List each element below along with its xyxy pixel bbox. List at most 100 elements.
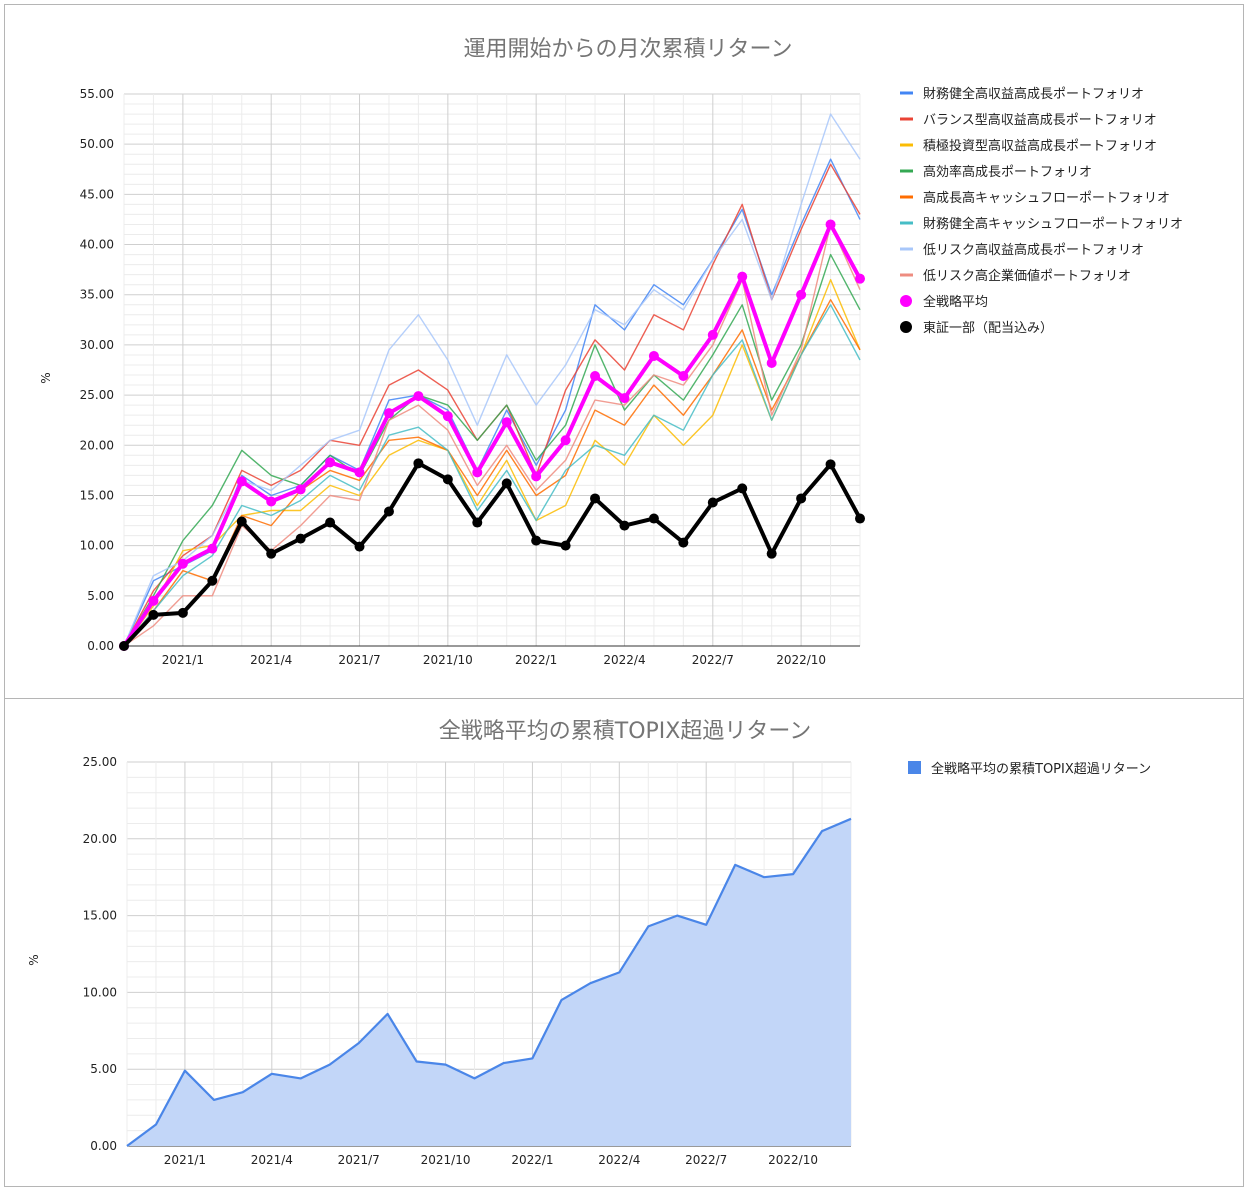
- chart2-y-axis-label: %: [27, 954, 41, 965]
- legend-label: 低リスク高企業価値ポートフォリオ: [923, 268, 1131, 284]
- chart2-y-ticks: 0.00 5.00 10.00 15.00 20.00 25.00: [83, 755, 117, 1153]
- data-point: [236, 516, 247, 527]
- chart1-y-axis-label: %: [39, 372, 53, 383]
- chart1-x-ticks: 2021/1 2021/4 2021/7 2021/10 2022/1 2022/4 202…: [162, 653, 826, 667]
- data-point: [119, 641, 129, 651]
- data-point: [707, 497, 718, 508]
- chart1-legend: 財務健全高収益高成長ポートフォリオバランス型高収益高成長ポートフォリオ積極投資型…: [900, 86, 1183, 336]
- x-tick-label: 2021/7: [338, 653, 380, 667]
- data-point: [648, 513, 659, 524]
- x-tick-label: 2022/10: [768, 1153, 818, 1167]
- data-point: [707, 329, 718, 340]
- data-point: [207, 543, 218, 554]
- data-point: [354, 467, 365, 478]
- x-tick-label: 2022/1: [515, 653, 557, 667]
- y-tick-label: 40.00: [80, 238, 114, 252]
- y-tick-label: 15.00: [83, 909, 117, 923]
- data-point: [236, 476, 247, 487]
- x-tick-label: 2021/10: [421, 1153, 471, 1167]
- legend-swatch: [908, 761, 921, 774]
- y-tick-label: 10.00: [80, 539, 114, 553]
- x-tick-label: 2021/4: [251, 1153, 293, 1167]
- data-point: [207, 575, 218, 586]
- x-tick-label: 2022/7: [685, 1153, 727, 1167]
- chart1-grid: [123, 93, 861, 647]
- y-tick-label: 0.00: [87, 639, 114, 653]
- legend-label: 全戦略平均の累積TOPIX超過リターン: [931, 761, 1151, 777]
- data-point: [619, 393, 630, 404]
- data-point: [354, 541, 365, 552]
- legend-label: 財務健全高キャッシュフローポートフォリオ: [923, 216, 1183, 232]
- data-point: [560, 435, 571, 446]
- data-point: [325, 517, 336, 528]
- series-line: [123, 304, 861, 647]
- legend-label: 財務健全高収益高成長ポートフォリオ: [923, 86, 1144, 102]
- area-line: [126, 817, 852, 1147]
- data-point: [737, 483, 748, 494]
- chart2-x-ticks: 2021/1 2021/4 2021/7 2021/10 2022/1 2022/4 202…: [164, 1153, 818, 1167]
- data-point: [737, 271, 748, 282]
- data-point: [825, 219, 836, 230]
- data-point: [383, 408, 394, 419]
- x-tick-label: 2021/4: [250, 653, 292, 667]
- data-point: [619, 520, 630, 531]
- y-tick-label: 5.00: [87, 589, 114, 603]
- data-point: [531, 535, 542, 546]
- legend-label: 低リスク高収益高成長ポートフォリオ: [923, 242, 1144, 258]
- y-tick-label: 30.00: [80, 338, 114, 352]
- chart1-series: [119, 113, 865, 651]
- series-line: [123, 253, 861, 647]
- data-point: [501, 478, 512, 489]
- y-tick-label: 0.00: [90, 1139, 117, 1153]
- x-tick-label: 2022/10: [776, 653, 826, 667]
- data-point: [413, 458, 424, 469]
- data-point: [560, 540, 571, 551]
- data-point: [825, 459, 836, 470]
- x-tick-label: 2022/1: [511, 1153, 553, 1167]
- x-tick-label: 2021/10: [423, 653, 473, 667]
- data-point: [148, 609, 159, 620]
- series-line: [123, 158, 861, 647]
- cumulative-return-chart: 運用開始からの月次累積リターン 0.00 5.00 10.00 15.00 20.00 2…: [39, 37, 1183, 667]
- y-tick-label: 20.00: [83, 832, 117, 846]
- chart2-title: 全戦略平均の累積TOPIX超過リターン: [439, 719, 811, 744]
- chart2-legend: 全戦略平均の累積TOPIX超過リターン: [908, 761, 1151, 777]
- y-tick-label: 10.00: [83, 985, 117, 999]
- x-tick-label: 2021/1: [164, 1153, 206, 1167]
- series-line: [123, 299, 861, 647]
- y-tick-label: 25.00: [83, 755, 117, 769]
- excess-return-chart: 全戦略平均の累積TOPIX超過リターン 0.00 5.00 10.00 15.00 20…: [27, 719, 1151, 1167]
- data-point: [177, 558, 188, 569]
- y-tick-label: 25.00: [80, 388, 114, 402]
- y-tick-label: 55.00: [80, 87, 114, 101]
- data-point: [766, 357, 777, 368]
- data-point: [501, 417, 512, 428]
- series-line: [122, 222, 862, 648]
- legend-label: 高成長高キャッシュフローポートフォリオ: [923, 190, 1170, 206]
- legend-label: 高効率高成長ポートフォリオ: [923, 164, 1092, 180]
- data-point: [855, 513, 865, 524]
- y-tick-label: 15.00: [80, 488, 114, 502]
- y-tick-label: 5.00: [90, 1062, 117, 1076]
- data-point: [678, 371, 689, 382]
- y-tick-label: 20.00: [80, 438, 114, 452]
- data-point: [796, 493, 807, 504]
- chart-divider: [4, 698, 1244, 699]
- data-point: [177, 607, 188, 618]
- data-point: [295, 533, 306, 544]
- data-point: [295, 484, 306, 495]
- data-point: [413, 391, 424, 402]
- data-point: [266, 548, 277, 559]
- x-tick-label: 2022/4: [603, 653, 645, 667]
- data-point: [796, 289, 807, 300]
- chart1-title: 運用開始からの月次累積リターン: [464, 37, 793, 62]
- data-point: [590, 493, 601, 504]
- legend-label: 積極投資型高収益高成長ポートフォリオ: [923, 138, 1157, 154]
- data-point: [383, 506, 394, 517]
- area-fill: [127, 818, 851, 1146]
- x-tick-label: 2022/4: [598, 1153, 640, 1167]
- x-tick-label: 2021/7: [338, 1153, 380, 1167]
- data-point: [648, 350, 659, 361]
- legend-label: バランス型高収益高成長ポートフォリオ: [923, 112, 1157, 128]
